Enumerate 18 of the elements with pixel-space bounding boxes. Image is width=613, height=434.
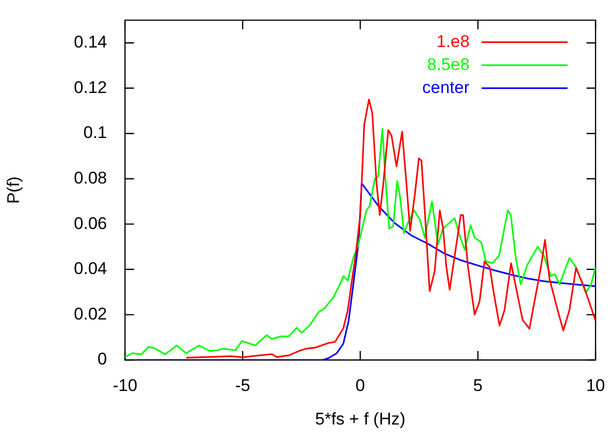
text: 1.e8 (436, 32, 470, 51)
x-axis-title: 5*fs + f (Hz) (315, 409, 406, 428)
y-tick-label: 0.14 (74, 32, 107, 52)
y-tick-label: 0.1 (83, 123, 107, 142)
x-tick-label: -10 (112, 376, 138, 395)
text: 8.5e8 (427, 54, 470, 74)
y-tick-label: 0.04 (74, 259, 107, 278)
y-tick-label: 0.02 (74, 304, 107, 324)
y-tick-label: 0.06 (74, 214, 107, 233)
text: center (422, 78, 470, 97)
x-tick-label: 10 (586, 376, 606, 395)
x-tick-label: -5 (235, 376, 250, 395)
x-tick-label: 0 (356, 376, 366, 395)
y-tick-label: 0 (98, 350, 107, 369)
y-tick-label: 0.08 (74, 168, 107, 188)
y-axis-title: P(f) (4, 176, 23, 204)
y-tick-label: 0.12 (74, 78, 107, 97)
x-tick-label: 5 (473, 376, 483, 395)
